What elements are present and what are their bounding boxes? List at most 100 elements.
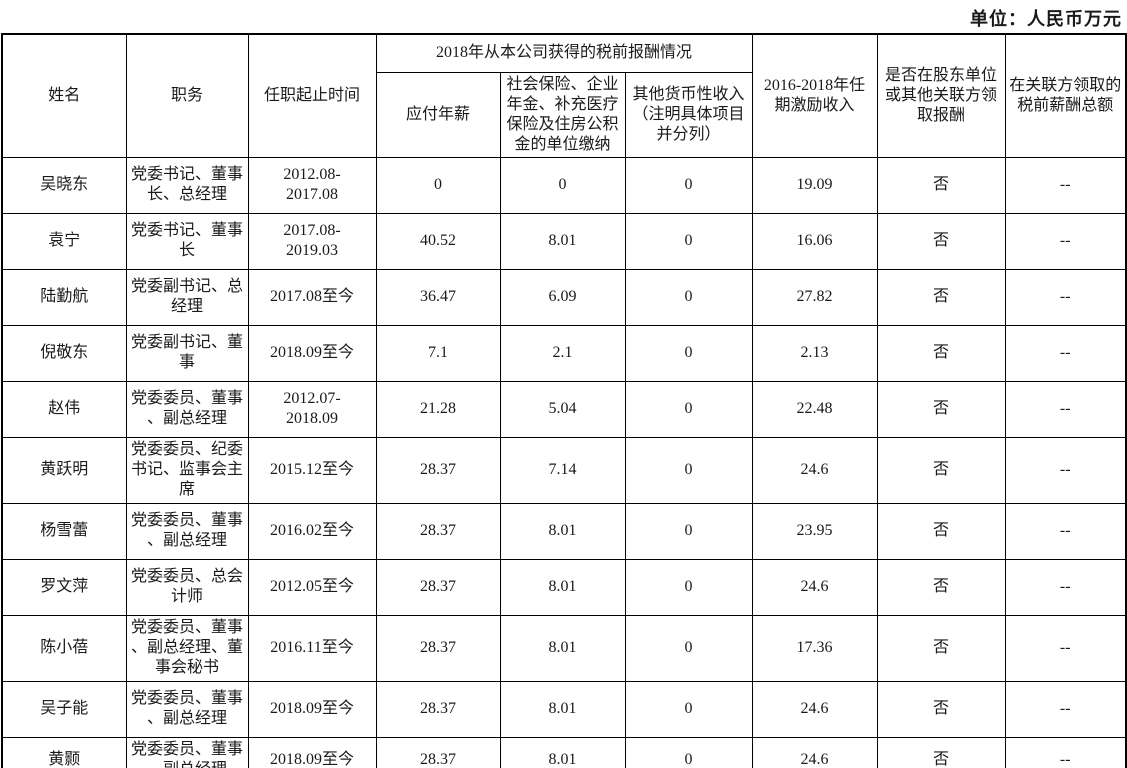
cell-related: --	[1004, 380, 1127, 438]
cell-related: --	[1004, 268, 1127, 326]
table-row: 陆勤航 党委副书记、总 经理 2017.08至今 36.47 6.09 0 27…	[1, 268, 1127, 326]
cell-related: --	[1004, 736, 1127, 768]
cell-other: 0	[624, 380, 753, 438]
cell-name: 黄跃明	[1, 436, 127, 504]
cell-other: 0	[624, 502, 753, 560]
cell-social: 8.01	[499, 502, 626, 560]
cell-salary: 7.1	[375, 324, 501, 382]
cell-term: 2018.09至今	[247, 680, 377, 738]
cell-salary: 28.37	[375, 736, 501, 768]
table-row: 杨雪蕾 党委委员、董事 、副总经理 2016.02至今 28.37 8.01 0…	[1, 502, 1127, 560]
header-term: 任职起止时间	[247, 33, 377, 158]
cell-name: 罗文萍	[1, 558, 127, 616]
cell-other: 0	[624, 156, 753, 214]
cell-shareholder: 否	[876, 380, 1006, 438]
cell-term: 2012.08- 2017.08	[247, 156, 377, 214]
cell-related: --	[1004, 436, 1127, 504]
cell-term: 2016.11至今	[247, 614, 377, 682]
cell-shareholder: 否	[876, 502, 1006, 560]
cell-social: 8.01	[499, 680, 626, 738]
cell-position: 党委委员、董事 、副总经理	[125, 680, 249, 738]
cell-related: --	[1004, 614, 1127, 682]
header-related-total: 在关联方领取的 税前薪酬总额	[1004, 33, 1127, 158]
cell-shareholder: 否	[876, 614, 1006, 682]
cell-related: --	[1004, 324, 1127, 382]
cell-salary: 28.37	[375, 502, 501, 560]
cell-other: 0	[624, 268, 753, 326]
cell-incentive: 24.6	[751, 558, 878, 616]
cell-position: 党委委员、董事 、副总经理	[125, 380, 249, 438]
cell-social: 2.1	[499, 324, 626, 382]
cell-incentive: 27.82	[751, 268, 878, 326]
header-salary: 应付年薪	[375, 71, 501, 158]
cell-incentive: 23.95	[751, 502, 878, 560]
cell-term: 2012.07- 2018.09	[247, 380, 377, 438]
cell-incentive: 19.09	[751, 156, 878, 214]
cell-social: 8.01	[499, 212, 626, 270]
cell-salary: 36.47	[375, 268, 501, 326]
cell-salary: 21.28	[375, 380, 501, 438]
cell-social: 8.01	[499, 614, 626, 682]
cell-other: 0	[624, 680, 753, 738]
cell-position: 党委委员、董事 、副总经理	[125, 502, 249, 560]
cell-shareholder: 否	[876, 268, 1006, 326]
cell-salary: 0	[375, 156, 501, 214]
cell-name: 吴子能	[1, 680, 127, 738]
cell-name: 赵伟	[1, 380, 127, 438]
cell-term: 2018.09至今	[247, 736, 377, 768]
header-incentive: 2016-2018年任 期激励收入	[751, 33, 878, 158]
cell-position: 党委书记、董事 长	[125, 212, 249, 270]
cell-social: 8.01	[499, 736, 626, 768]
cell-position: 党委副书记、总 经理	[125, 268, 249, 326]
cell-social: 7.14	[499, 436, 626, 504]
cell-term: 2016.02至今	[247, 502, 377, 560]
cell-name: 陈小蓓	[1, 614, 127, 682]
cell-position: 党委书记、董事 长、总经理	[125, 156, 249, 214]
cell-related: --	[1004, 680, 1127, 738]
cell-name: 陆勤航	[1, 268, 127, 326]
cell-incentive: 16.06	[751, 212, 878, 270]
cell-term: 2015.12至今	[247, 436, 377, 504]
cell-incentive: 24.6	[751, 736, 878, 768]
cell-shareholder: 否	[876, 558, 1006, 616]
cell-term: 2018.09至今	[247, 324, 377, 382]
cell-related: --	[1004, 156, 1127, 214]
header-position: 职务	[125, 33, 249, 158]
cell-name: 黄颢	[1, 736, 127, 768]
cell-other: 0	[624, 614, 753, 682]
header-2018-compensation-group: 2018年从本公司获得的税前报酬情况	[375, 33, 753, 73]
cell-social: 0	[499, 156, 626, 214]
cell-salary: 40.52	[375, 212, 501, 270]
table-row: 黄颢 党委委员、董事 、副总经理 2018.09至今 28.37 8.01 0 …	[1, 736, 1127, 768]
cell-related: --	[1004, 558, 1127, 616]
cell-term: 2017.08- 2019.03	[247, 212, 377, 270]
cell-name: 杨雪蕾	[1, 502, 127, 560]
header-row-sub: 应付年薪 社会保险、企业 年金、补充医疗 保险及住房公积 金的单位缴纳 其他货币…	[2, 71, 1126, 158]
cell-salary: 28.37	[375, 436, 501, 504]
header-name: 姓名	[1, 33, 127, 158]
table-row: 倪敬东 党委副书记、董 事 2018.09至今 7.1 2.1 0 2.13 否…	[1, 324, 1127, 382]
cell-other: 0	[624, 736, 753, 768]
header-social-insurance: 社会保险、企业 年金、补充医疗 保险及住房公积 金的单位缴纳	[499, 71, 626, 158]
cell-shareholder: 否	[876, 736, 1006, 768]
header-row-group: 姓名 职务 任职起止时间 2018年从本公司获得的税前报酬情况 2016-201…	[1, 33, 1127, 158]
cell-shareholder: 否	[876, 156, 1006, 214]
cell-salary: 28.37	[375, 614, 501, 682]
cell-other: 0	[624, 324, 753, 382]
cell-shareholder: 否	[876, 324, 1006, 382]
table-row: 吴晓东 党委书记、董事 长、总经理 2012.08- 2017.08 0 0 0…	[1, 156, 1127, 214]
cell-position: 党委委员、董事 、副总经理	[125, 736, 249, 768]
cell-position: 党委委员、总会 计师	[125, 558, 249, 616]
cell-other: 0	[624, 558, 753, 616]
cell-social: 5.04	[499, 380, 626, 438]
cell-social: 8.01	[499, 558, 626, 616]
cell-term: 2012.05至今	[247, 558, 377, 616]
cell-incentive: 17.36	[751, 614, 878, 682]
cell-shareholder: 否	[876, 212, 1006, 270]
cell-position: 党委副书记、董 事	[125, 324, 249, 382]
unit-label: 单位：人民币万元	[970, 9, 1122, 29]
header-shareholder-pay: 是否在股东单位 或其他关联方领 取报酬	[876, 33, 1006, 158]
table-row: 陈小蓓 党委委员、董事 、副总经理、董 事会秘书 2016.11至今 28.37…	[1, 614, 1127, 682]
cell-position: 党委委员、董事 、副总经理、董 事会秘书	[125, 614, 249, 682]
cell-incentive: 2.13	[751, 324, 878, 382]
